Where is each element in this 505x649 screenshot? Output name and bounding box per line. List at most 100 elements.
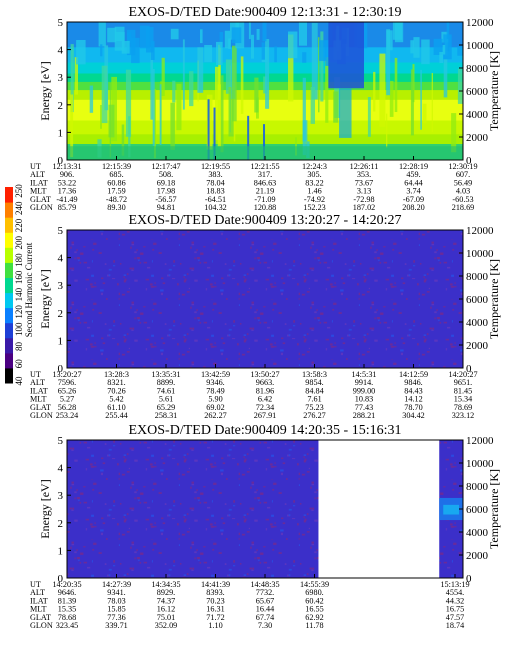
ephemeris-cell: 607. — [456, 170, 470, 179]
ephemeris-row-label: GLAT — [30, 195, 51, 204]
colorbar-swatch — [5, 202, 13, 218]
ephemeris-cell: 305. — [307, 170, 321, 179]
ephemeris-cell: 14:34:35 — [151, 580, 180, 589]
ephemeris-row-label: ALT — [30, 170, 45, 179]
temperature-tick-label: 10000 — [466, 40, 494, 52]
ephemeris-cell: 1.46 — [307, 187, 321, 196]
ephemeris-cell: 14:5:31 — [351, 370, 376, 379]
ephemeris-cell: 317. — [258, 170, 272, 179]
energy-tick-label: 0 — [58, 573, 64, 585]
temperature-tick-label: 6000 — [466, 294, 489, 306]
ephemeris-row-label: UT — [30, 370, 41, 379]
colorbar-swatch — [5, 307, 13, 324]
ephemeris-cell: 3.13 — [357, 187, 371, 196]
temperature-tick-label: 4000 — [466, 317, 489, 329]
colorbar-swatch — [5, 247, 13, 263]
ephemeris-cell: 13:42:59 — [201, 370, 230, 379]
ephemeris-cell: 94.81 — [157, 203, 175, 212]
ephemeris-cell: 72.34 — [256, 403, 274, 412]
ephemeris-cell: 73.67 — [355, 178, 373, 187]
colorbar-swatch — [5, 232, 13, 248]
ephemeris-cell: 14:12:59 — [399, 370, 428, 379]
ephemeris-row-label: MLT — [30, 395, 47, 404]
colorbar-tick-label: 200 — [14, 236, 24, 250]
ephemeris-cell: -48.72 — [106, 195, 127, 204]
ephemeris-cell: 9646. — [58, 588, 76, 597]
colorbar-swatch — [5, 292, 13, 309]
ephemeris-cell: 16.31 — [206, 605, 224, 614]
ephemeris-cell: 339.71 — [105, 621, 128, 630]
ephemeris-cell: 65.29 — [157, 403, 175, 412]
temperature-tick-label: 2000 — [466, 340, 489, 352]
temperature-tick-label: 10000 — [466, 458, 494, 470]
ephemeris-cell: 60.42 — [305, 596, 323, 605]
colorbar-swatch — [5, 277, 13, 294]
ephemeris-cell: 12:28:19 — [399, 162, 428, 171]
ephemeris-cell: 9341. — [107, 588, 125, 597]
energy-tick-label: 3 — [58, 280, 64, 292]
energy-tick-label: 5 — [58, 435, 64, 447]
ephemeris-cell: 14:20:35 — [52, 580, 81, 589]
ephemeris-cell: 74.37 — [157, 596, 175, 605]
ephemeris-cell: 61.10 — [107, 403, 125, 412]
energy-tick-label: 1 — [58, 335, 64, 347]
ephemeris-cell: 255.44 — [105, 411, 128, 420]
ephemeris-row-label: UT — [30, 162, 41, 171]
ephemeris-cell: 846.63 — [254, 178, 277, 187]
energy-tick-label: 5 — [58, 17, 64, 29]
ephemeris-cell: 56.49 — [454, 178, 472, 187]
ephemeris-cell: 208.20 — [402, 203, 425, 212]
ephemeris-cell: 14:20:27 — [448, 370, 477, 379]
ephemeris-cell: 187.02 — [353, 203, 376, 212]
ephemeris-cell: 5.61 — [159, 395, 173, 404]
ephemeris-cell: 14.12 — [404, 395, 422, 404]
ephemeris-cell: 12:24:3 — [302, 162, 327, 171]
temperature-tick-label: 4000 — [466, 109, 489, 121]
spectrogram-image — [67, 230, 463, 368]
ephemeris-cell: -71.09 — [254, 195, 275, 204]
colorbar-tick-label: 160 — [14, 270, 24, 284]
ephemeris-cell: 17.36 — [58, 187, 76, 196]
ephemeris-row-label: MLT — [30, 187, 47, 196]
ephemeris-cell: -72.98 — [353, 195, 374, 204]
ephemeris-cell: 81.45 — [454, 386, 472, 395]
temperature-tick-label: 6000 — [466, 504, 489, 516]
energy-tick-label: 2 — [58, 100, 64, 112]
ephemeris-cell: 104.32 — [204, 203, 227, 212]
ephemeris-cell: 4.03 — [456, 187, 470, 196]
ephemeris-cell: 6.42 — [258, 395, 272, 404]
ephemeris-cell: 15.85 — [107, 605, 125, 614]
colorbar-tick-label: 40 — [14, 376, 24, 386]
energy-tick-label: 3 — [58, 490, 64, 502]
energy-tick-label: 0 — [58, 155, 64, 167]
ephemeris-cell: 323.12 — [452, 411, 475, 420]
ephemeris-cell: 18.74 — [446, 621, 464, 630]
ephemeris-cell: 13:35:31 — [151, 370, 180, 379]
ephemeris-cell: 70.23 — [206, 596, 224, 605]
ephemeris-cell: 304.42 — [402, 411, 425, 420]
ephemeris-cell: 3.74 — [406, 187, 420, 196]
panel-title: EXOS-D/TED Date:900409 14:20:35 - 15:16:… — [129, 423, 402, 438]
temperature-tick-label: 10000 — [466, 248, 494, 260]
ephemeris-cell: 7.30 — [258, 621, 272, 630]
ephemeris-cell: 352.09 — [155, 621, 178, 630]
ephemeris-cell: 459. — [406, 170, 420, 179]
ephemeris-cell: 17.59 — [107, 187, 125, 196]
energy-axis-label: Energy [eV] — [38, 269, 52, 328]
energy-tick-label: 1 — [58, 127, 64, 139]
spectrogram-panel: EXOS-D/TED Date:900409 14:20:35 - 15:16:… — [30, 423, 501, 630]
ephemeris-cell: -74.92 — [304, 195, 325, 204]
spectrogram-image — [67, 440, 463, 578]
temperature-tick-label: 2000 — [466, 132, 489, 144]
ephemeris-cell: 13:58:3 — [302, 370, 327, 379]
panel-title: EXOS-D/TED Date:900409 13:20:27 - 14:20:… — [129, 213, 402, 228]
colorbar-swatch — [5, 322, 13, 339]
ephemeris-cell: -60.53 — [452, 195, 473, 204]
colorbar-tick-label: 240 — [14, 201, 24, 215]
ephemeris-cell: 75.01 — [157, 613, 175, 622]
energy-tick-label: 0 — [58, 363, 64, 375]
ephemeris-cell: 64.44 — [404, 178, 422, 187]
ephemeris-row-label: GLAT — [30, 613, 51, 622]
temperature-tick-label: 0 — [466, 155, 472, 167]
